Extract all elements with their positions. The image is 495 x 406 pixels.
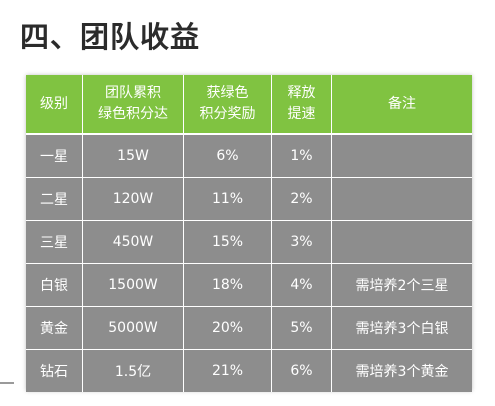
- cell-team-points: 1500W: [83, 264, 184, 307]
- table-row: 一星 15W 6% 1%: [26, 135, 472, 178]
- header-release-speed: 释放 提速: [272, 75, 332, 135]
- table-row: 钻石 1.5亿 21% 6% 需培养3个黄金: [26, 350, 472, 392]
- cell-level: 黄金: [26, 307, 83, 350]
- cell-team-points: 15W: [83, 135, 184, 178]
- cell-remarks: [332, 178, 472, 221]
- cell-release-speed: 6%: [272, 350, 332, 392]
- cell-level: 三星: [26, 221, 83, 264]
- cell-release-speed: 4%: [272, 264, 332, 307]
- header-team-points: 团队累积 绿色积分达: [83, 75, 184, 135]
- cell-remarks: 需培养3个白银: [332, 307, 472, 350]
- cell-reward: 11%: [184, 178, 272, 221]
- cell-team-points: 450W: [83, 221, 184, 264]
- table-row: 白银 1500W 18% 4% 需培养2个三星: [26, 264, 472, 307]
- cell-release-speed: 5%: [272, 307, 332, 350]
- cell-reward: 18%: [184, 264, 272, 307]
- cell-reward: 15%: [184, 221, 272, 264]
- table-row: 黄金 5000W 20% 5% 需培养3个白银: [26, 307, 472, 350]
- cell-team-points: 5000W: [83, 307, 184, 350]
- cell-level: 二星: [26, 178, 83, 221]
- table-row: 三星 450W 15% 3%: [26, 221, 472, 264]
- cell-reward: 6%: [184, 135, 272, 178]
- cell-remarks: 需培养2个三星: [332, 264, 472, 307]
- cell-reward: 20%: [184, 307, 272, 350]
- cell-remarks: 需培养3个黄金: [332, 350, 472, 392]
- cell-level: 白银: [26, 264, 83, 307]
- team-earnings-table: 级别 团队累积 绿色积分达 获绿色 积分奖励 释放 提速: [26, 75, 472, 392]
- cell-remarks: [332, 135, 472, 178]
- cell-release-speed: 1%: [272, 135, 332, 178]
- cell-reward: 21%: [184, 350, 272, 392]
- table-row: 二星 120W 11% 2%: [26, 178, 472, 221]
- header-level: 级别: [26, 75, 83, 135]
- divider: [0, 382, 14, 384]
- cell-release-speed: 3%: [272, 221, 332, 264]
- header-remarks: 备注: [332, 75, 472, 135]
- page-title: 四、团队收益: [20, 20, 201, 54]
- cell-team-points: 120W: [83, 178, 184, 221]
- cell-level: 一星: [26, 135, 83, 178]
- cell-team-points: 1.5亿: [83, 350, 184, 392]
- cell-level: 钻石: [26, 350, 83, 392]
- team-earnings-table-container: 级别 团队累积 绿色积分达 获绿色 积分奖励 释放 提速: [26, 75, 472, 392]
- table-header-row: 级别 团队累积 绿色积分达 获绿色 积分奖励 释放 提速: [26, 75, 472, 135]
- header-reward: 获绿色 积分奖励: [184, 75, 272, 135]
- cell-remarks: [332, 221, 472, 264]
- cell-release-speed: 2%: [272, 178, 332, 221]
